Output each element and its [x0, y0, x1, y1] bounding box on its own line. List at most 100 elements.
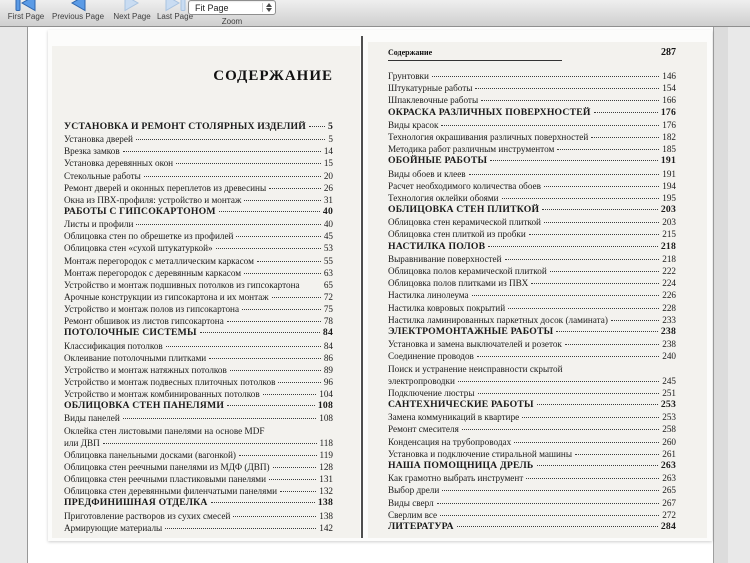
- toc-entry: Монтаж перегородок с деревянным каркасом…: [64, 267, 333, 279]
- dot-leader: [543, 222, 660, 224]
- toc-entry: Устройство и монтаж натяжных потолков 89: [64, 364, 333, 376]
- toolbar: First Page Previous Page Next Page Last …: [0, 0, 750, 27]
- dot-leader: [236, 236, 321, 238]
- toc-entry-page: 72: [323, 291, 333, 302]
- toc-entry-page: 84: [322, 327, 333, 339]
- toc-entry: Арочные конструкции из гипсокартона и их…: [64, 291, 333, 303]
- dot-leader: [531, 283, 660, 285]
- toc-entry-title: Оклейка стен листовыми панелями на основ…: [64, 425, 265, 436]
- dot-leader: [504, 258, 660, 260]
- toc-entry-page: 263: [660, 460, 676, 471]
- toc-entry: Подключение люстры 251: [388, 387, 676, 399]
- toc-entry: Установка и подключение стиральной машин…: [388, 448, 676, 460]
- toc-entry-page: 118: [319, 437, 333, 448]
- toc-entry: Облицовка стен плиткой из пробки 215: [388, 228, 676, 240]
- dot-leader: [549, 271, 660, 272]
- first-page-button[interactable]: First Page: [2, 0, 50, 26]
- toc-entry-title: ОБЛИЦОВКА СТЕН ПАНЕЛЯМИ: [64, 400, 225, 412]
- last-page-button[interactable]: Last Page: [152, 0, 198, 26]
- toc-entry-page: 238: [662, 339, 676, 350]
- toc-entry-page: 108: [317, 400, 333, 412]
- toc-entry: ОБЛИЦОВКА СТЕН ПЛИТКОЙ 203: [388, 204, 676, 216]
- right-page-scan: [368, 42, 707, 538]
- toc-entry-title: Поиск и устранение неисправности скрытой: [388, 363, 563, 374]
- left-panel: [0, 27, 28, 563]
- toc-entry-title: Подключение люстры: [388, 387, 475, 398]
- toc-entry: ПРЕДФИНИШНАЯ ОТДЕЛКА 138: [64, 497, 333, 509]
- toc-entry: ЭЛЕКТРОМОНТАЖНЫЕ РАБОТЫ 238: [388, 326, 676, 338]
- dot-leader: [226, 321, 321, 323]
- toc-entry-title: НАСТИЛКА ПОЛОВ: [388, 240, 486, 252]
- zoom-dropdown[interactable]: Fit Page: [188, 0, 276, 15]
- dot-leader: [269, 187, 321, 189]
- dot-leader: [244, 272, 321, 274]
- toc-entry-page: 228: [662, 302, 676, 313]
- dot-leader: [441, 124, 660, 126]
- toc-entry-title: Облицовка стен «сухой штукатуркой»: [64, 243, 213, 254]
- dot-leader: [431, 76, 660, 77]
- dot-leader: [436, 502, 660, 504]
- toc-entry-page: 75: [323, 304, 333, 315]
- toc-entry-title: электропроводки: [388, 375, 455, 386]
- toc-entry: Шпаклевочные работы 166: [388, 94, 676, 106]
- toc-entry: Ремонт обшивок из листов гипсокартона 78: [64, 315, 333, 327]
- toc-entry-title: Монтаж перегородок с деревянным каркасом: [64, 267, 242, 278]
- dot-leader: [256, 260, 321, 262]
- toc-entry-title: Приготовление растворов из сухих смесей: [64, 510, 231, 521]
- toc-entry-page: 195: [662, 192, 676, 203]
- dot-leader: [591, 136, 660, 138]
- toc-entry: Облицовка панельными досками (вагонкой) …: [64, 449, 333, 461]
- toc-entry-title: ОКРАСКА РАЗЛИЧНЫХ ПОВЕРХНОСТЕЙ: [388, 106, 591, 118]
- toc-entry-title: Врезка замков: [64, 146, 120, 157]
- toc-entry-page: 261: [662, 448, 676, 459]
- dot-leader: [102, 442, 317, 444]
- toc-entry-title: ЭЛЕКТРОМОНТАЖНЫЕ РАБОТЫ: [388, 325, 554, 337]
- toc-entry-title: Грунтовки: [388, 71, 429, 81]
- dot-leader: [457, 380, 660, 382]
- toc-entry-title: Расчет необходимого количества обоев: [388, 180, 541, 191]
- toc-entry: НАША ПОМОЩНИЦА ДРЕЛЬ 263: [388, 460, 676, 472]
- toc-entry: Врезка замков 14: [64, 145, 333, 157]
- toc-entry-page: 222: [662, 266, 676, 276]
- toc-entry: Поиск и устранение неисправности скрытой: [388, 363, 676, 375]
- dot-leader: [165, 345, 321, 347]
- toc-entry-page: 138: [319, 510, 333, 521]
- toc-entry-page: 191: [660, 155, 676, 167]
- toc-entry-title: или ДВП: [64, 437, 100, 448]
- dot-leader: [244, 199, 321, 201]
- toc-entry: Установка и замена выключателей и розето…: [388, 338, 676, 350]
- vertical-scrollbar[interactable]: [713, 27, 729, 563]
- toc-entry-title: Ремонт обшивок из листов гипсокартона: [64, 316, 224, 327]
- toc-entry-title: Выбор дрели: [388, 485, 440, 496]
- toc-entry: электропроводки 245: [388, 375, 676, 387]
- toc-entry-page: 131: [319, 474, 333, 485]
- toc-entry: Ремонт дверей и оконных переплетов из др…: [64, 182, 333, 194]
- dot-leader: [476, 356, 660, 358]
- header-rule: [388, 60, 562, 61]
- toc-entry-page: 240: [662, 351, 676, 362]
- toc-entry-title: НАША ПОМОЩНИЦА ДРЕЛЬ: [388, 460, 534, 471]
- toc-entry-page: 245: [662, 375, 676, 386]
- toc-entry: ОБОЙНЫЕ РАБОТЫ 191: [388, 155, 676, 167]
- toc-entry-page: 218: [660, 240, 676, 252]
- toc-entry: Выбор дрели 265: [388, 484, 676, 496]
- toc-list-right: Грунтовки 146 Штукатурные работы 154 Шпа…: [388, 70, 676, 533]
- dot-leader: [309, 126, 325, 127]
- last-page-label: Last Page: [156, 12, 194, 21]
- toc-entry-page: 203: [660, 204, 676, 216]
- toc-entry: Виды сверл 267: [388, 497, 676, 509]
- next-page-button[interactable]: Next Page: [108, 0, 156, 26]
- dot-leader: [176, 163, 321, 165]
- dot-leader: [522, 417, 660, 419]
- popup-arrows-icon: [262, 3, 272, 12]
- toc-entry-title: Армирующие материалы: [64, 522, 163, 533]
- toc-entry: Расчет необходимого количества обоев 194: [388, 180, 676, 192]
- dot-leader: [136, 224, 321, 226]
- previous-page-button[interactable]: Previous Page: [46, 0, 110, 26]
- toc-entry: Ремонт смесителя 258: [388, 423, 676, 435]
- toc-entry-title: Виды обоев и клеев: [388, 168, 466, 179]
- dot-leader: [556, 330, 658, 332]
- toc-entry-title: Установка деревянных окон: [64, 158, 174, 169]
- dot-leader: [557, 149, 660, 151]
- toc-entry-page: 128: [319, 461, 333, 472]
